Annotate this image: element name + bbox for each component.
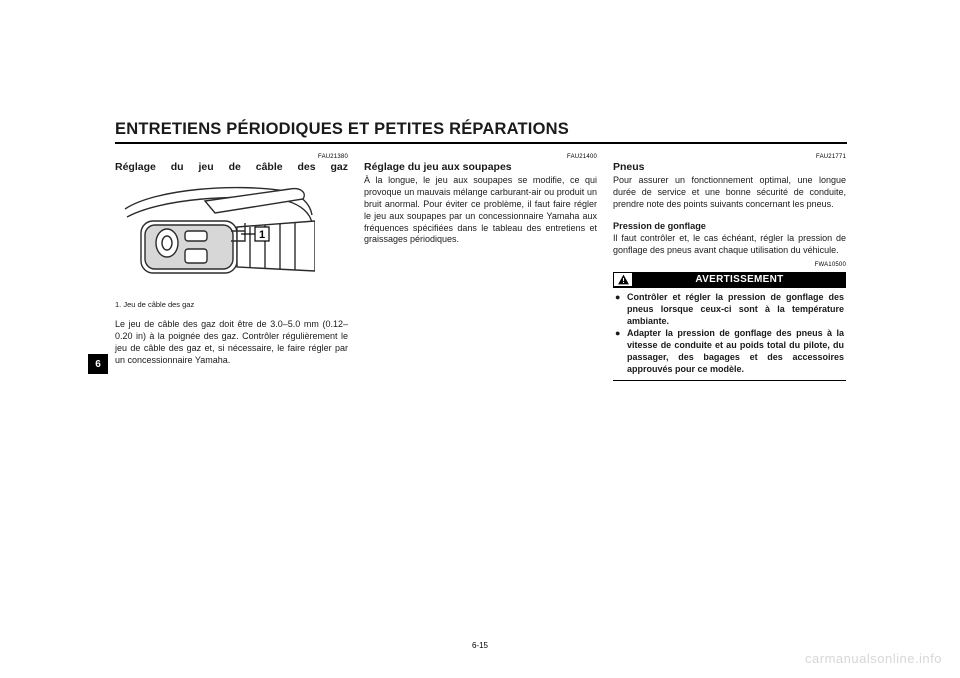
sub-heading: Pression de gonflage	[613, 221, 846, 231]
list-text: Contrôler et régler la pression de gonfl…	[627, 292, 844, 328]
warning-header: AVERTISSEMENT	[613, 272, 846, 287]
page-content: ENTRETIENS PÉRIODIQUES ET PETITES RÉPARA…	[115, 120, 847, 381]
watermark: carmanualsonline.info	[805, 651, 942, 666]
title-underline	[115, 142, 847, 144]
columns: FAU21380 Réglage du jeu de câble des gaz	[115, 154, 847, 381]
page-title: ENTRETIENS PÉRIODIQUES ET PETITES RÉPARA…	[115, 120, 847, 139]
ref-code: FAU21771	[613, 154, 846, 160]
section-heading: Pneus	[613, 161, 846, 173]
list-item: ●Contrôler et régler la pression de gonf…	[615, 292, 844, 328]
warning-body: ●Contrôler et régler la pression de gonf…	[613, 287, 846, 380]
column-3: FAU21771 Pneus Pour assurer un fonctionn…	[613, 154, 846, 381]
column-2: FAU21400 Réglage du jeu aux soupapes À l…	[364, 154, 597, 381]
svg-text:1: 1	[259, 229, 265, 241]
chapter-tab: 6	[88, 354, 108, 374]
ref-code: FAU21380	[115, 154, 348, 160]
body-text: À la longue, le jeu aux soupapes se modi…	[364, 175, 597, 246]
warning-box: AVERTISSEMENT ●Contrôler et régler la pr…	[613, 272, 846, 380]
page-number: 6-15	[0, 641, 960, 650]
body-text: Il faut contrôler et, le cas échéant, ré…	[613, 233, 846, 257]
body-text: Le jeu de câble des gaz doit être de 3.0…	[115, 319, 348, 367]
column-1: FAU21380 Réglage du jeu de câble des gaz	[115, 154, 348, 381]
ref-code: FWA10500	[613, 262, 846, 268]
list-item: ●Adapter la pression de gonflage des pne…	[615, 328, 844, 376]
throttle-illustration: 1	[115, 181, 315, 294]
section-heading: Réglage du jeu aux soupapes	[364, 161, 597, 173]
warning-icon	[613, 272, 633, 287]
figure-caption: 1. Jeu de câble des gaz	[115, 300, 348, 309]
list-text: Adapter la pression de gonflage des pneu…	[627, 328, 844, 376]
ref-code: FAU21400	[364, 154, 597, 160]
warning-label: AVERTISSEMENT	[633, 272, 846, 287]
body-text: Pour assurer un fonctionnement optimal, …	[613, 175, 846, 211]
warning-list: ●Contrôler et régler la pression de gonf…	[615, 292, 844, 375]
section-heading: Réglage du jeu de câble des gaz	[115, 161, 348, 173]
